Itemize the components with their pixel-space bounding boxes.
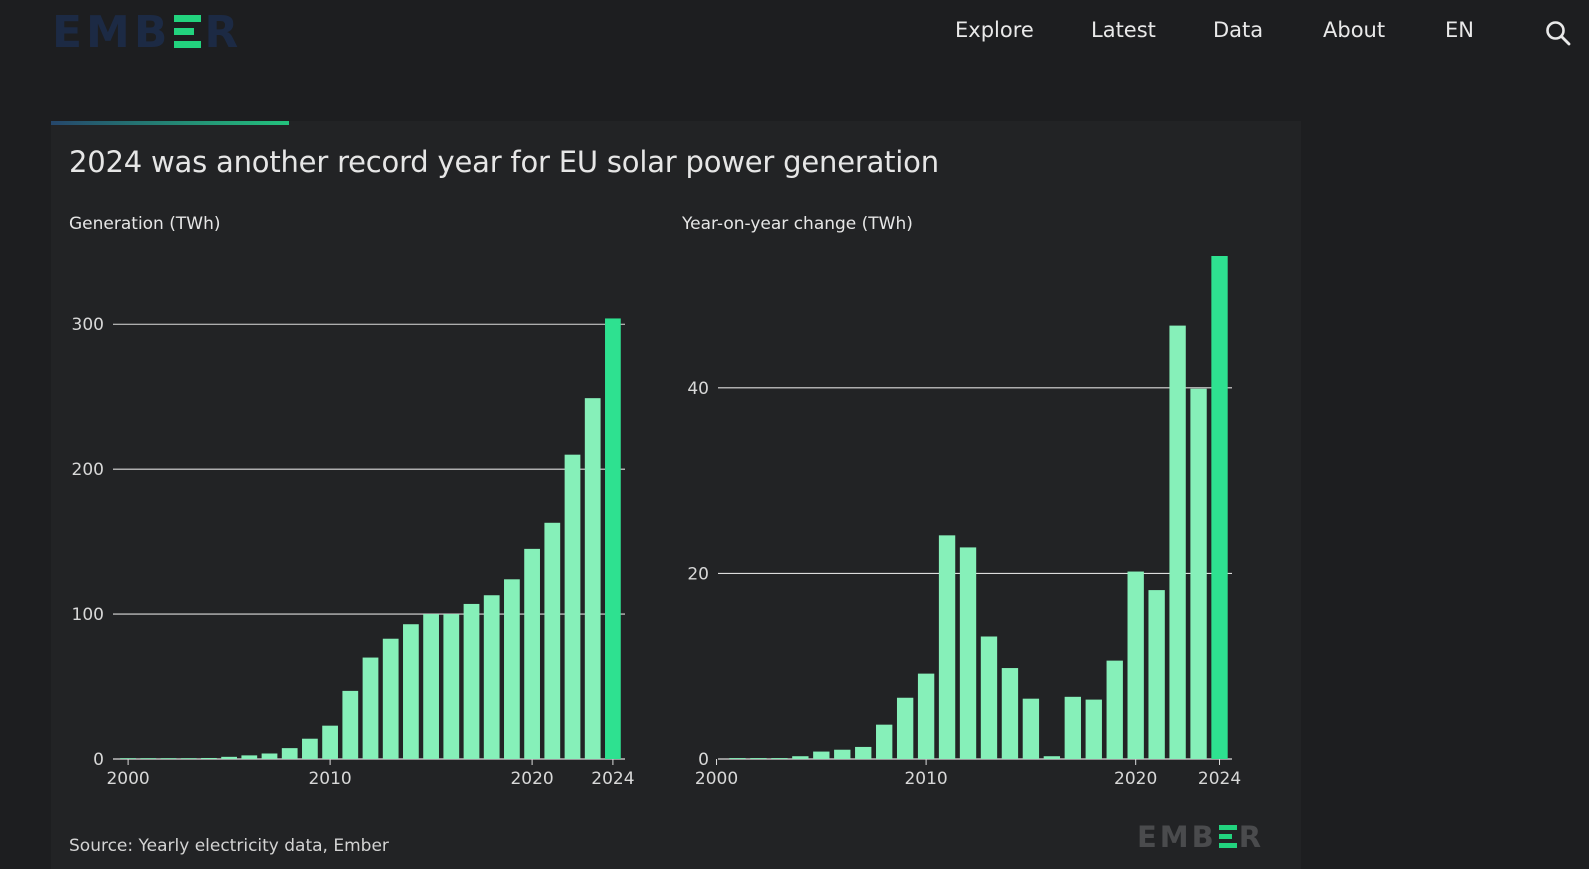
logo-e-mark	[174, 13, 202, 49]
y-tick-label: 0	[698, 750, 709, 770]
bar	[938, 535, 956, 759]
bar	[544, 522, 561, 759]
panel-label-generation: Generation (TWh)	[69, 214, 221, 234]
chart-title: 2024 was another record year for EU sola…	[69, 145, 939, 179]
x-tick-label: 2020	[1114, 769, 1157, 789]
ember-logo[interactable]: EMB R	[52, 10, 242, 56]
bar	[1043, 756, 1061, 759]
y-tick-label: 200	[72, 460, 104, 480]
nav-language[interactable]: EN	[1445, 18, 1474, 42]
bar	[423, 614, 439, 759]
nav-about[interactable]: About	[1323, 18, 1386, 42]
bar	[834, 749, 851, 759]
bar	[855, 746, 872, 759]
bar	[1064, 696, 1081, 759]
bar	[729, 758, 746, 759]
y-tick-label: 300	[72, 315, 104, 335]
nav-latest[interactable]: Latest	[1091, 18, 1156, 42]
bar	[483, 595, 500, 759]
panel-label-yoy-change: Year-on-year change (TWh)	[682, 214, 913, 234]
bar	[524, 548, 540, 759]
watermark-text-emb: EMB	[1137, 820, 1217, 854]
bar	[605, 318, 621, 759]
card-accent-bar	[51, 121, 289, 125]
bar	[342, 690, 359, 759]
bar	[750, 758, 767, 759]
bar	[281, 748, 298, 759]
bar	[382, 638, 399, 759]
y-tick-label: 0	[93, 750, 104, 770]
bar	[241, 755, 258, 759]
x-tick-label: 2000	[106, 769, 149, 789]
logo-text-em: EMB	[52, 7, 172, 58]
x-tick-label: 2010	[904, 769, 947, 789]
watermark-text-r: R	[1238, 820, 1265, 854]
y-tick-label: 20	[687, 564, 709, 584]
chart-generation: 0 100 200 300 2000 2010 2020 2024	[72, 315, 635, 789]
logo-text-r: R	[204, 7, 243, 58]
bar	[1022, 698, 1040, 759]
watermark-e-mark	[1218, 824, 1237, 848]
bar	[1190, 388, 1207, 759]
chart-yoy-change: 0 20 40 2000 2010 2020 2024	[687, 256, 1241, 789]
nav-explore[interactable]: Explore	[955, 18, 1034, 42]
ember-logo-watermark: EMB R	[1137, 822, 1264, 852]
y-tick-label: 100	[72, 605, 104, 625]
bar	[1148, 590, 1165, 759]
x-tick-label: 2024	[1198, 769, 1241, 789]
bar	[1169, 325, 1186, 759]
bar	[564, 454, 581, 759]
bar	[959, 547, 977, 759]
bar	[1001, 668, 1019, 759]
search-icon[interactable]	[1545, 20, 1571, 46]
x-tick-label: 2020	[510, 769, 553, 789]
source-note: Source: Yearly electricity data, Ember	[69, 836, 389, 856]
x-tick-label: 2024	[591, 769, 634, 789]
bar	[876, 724, 893, 759]
bar	[403, 624, 419, 759]
y-tick-label: 40	[687, 379, 709, 399]
bar	[201, 757, 217, 759]
bar	[792, 756, 809, 759]
bar	[504, 579, 520, 759]
bar	[322, 725, 338, 759]
x-tick-label: 2000	[695, 769, 738, 789]
bar	[261, 753, 278, 759]
bar	[140, 758, 157, 759]
bar	[221, 756, 237, 759]
bar	[771, 758, 788, 759]
bar	[1085, 699, 1102, 759]
bar	[917, 673, 935, 759]
bar	[362, 657, 379, 759]
bar	[1106, 660, 1123, 759]
x-tick-label: 2010	[308, 769, 351, 789]
bar	[813, 751, 830, 759]
bar	[160, 758, 177, 759]
bar	[463, 603, 480, 759]
bar	[120, 758, 136, 759]
bar	[1127, 571, 1144, 759]
nav-data[interactable]: Data	[1213, 18, 1264, 42]
bar	[980, 636, 998, 759]
bar	[180, 758, 197, 759]
bar	[302, 738, 318, 759]
bar	[584, 398, 601, 759]
bar	[896, 697, 914, 759]
bar	[443, 614, 460, 759]
bar	[1211, 256, 1228, 759]
